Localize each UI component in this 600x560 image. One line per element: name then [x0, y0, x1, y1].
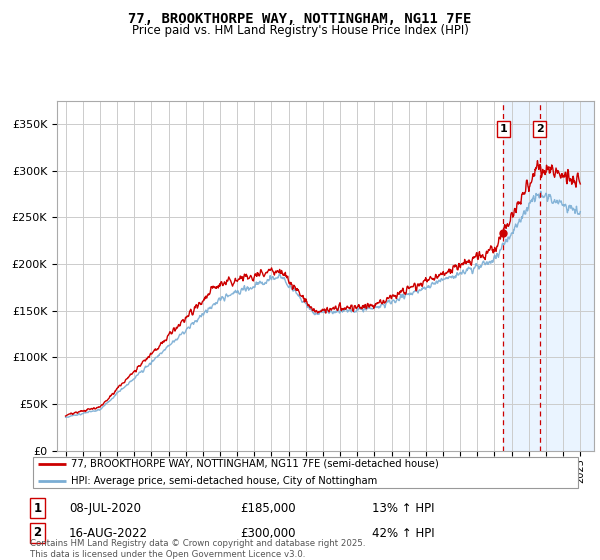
- Text: 42% ↑ HPI: 42% ↑ HPI: [372, 526, 434, 540]
- Text: Contains HM Land Registry data © Crown copyright and database right 2025.
This d: Contains HM Land Registry data © Crown c…: [30, 539, 365, 559]
- Text: 77, BROOKTHORPE WAY, NOTTINGHAM, NG11 7FE (semi-detached house): 77, BROOKTHORPE WAY, NOTTINGHAM, NG11 7F…: [71, 459, 439, 469]
- Text: £185,000: £185,000: [240, 502, 296, 515]
- FancyBboxPatch shape: [33, 457, 578, 488]
- Text: 1: 1: [34, 502, 41, 515]
- Text: HPI: Average price, semi-detached house, City of Nottingham: HPI: Average price, semi-detached house,…: [71, 477, 377, 486]
- Bar: [503, 101, 594, 451]
- Text: 08-JUL-2020: 08-JUL-2020: [69, 502, 141, 515]
- Text: Price paid vs. HM Land Registry's House Price Index (HPI): Price paid vs. HM Land Registry's House …: [131, 24, 469, 37]
- Text: 2: 2: [34, 526, 41, 539]
- Text: 77, BROOKTHORPE WAY, NOTTINGHAM, NG11 7FE: 77, BROOKTHORPE WAY, NOTTINGHAM, NG11 7F…: [128, 12, 472, 26]
- Text: 2: 2: [536, 124, 544, 134]
- Text: 1: 1: [500, 124, 507, 134]
- Text: £300,000: £300,000: [240, 526, 296, 540]
- Text: 16-AUG-2022: 16-AUG-2022: [69, 526, 148, 540]
- Text: 13% ↑ HPI: 13% ↑ HPI: [372, 502, 434, 515]
